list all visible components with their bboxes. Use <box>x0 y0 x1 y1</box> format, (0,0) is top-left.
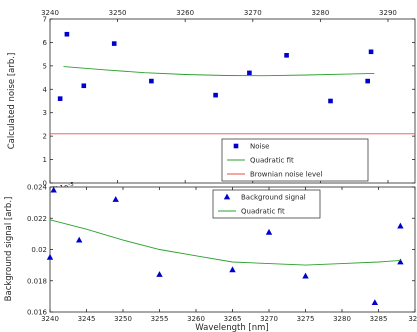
background-y-axis-label: Background signal [arb.] <box>4 197 14 302</box>
noise-y-tick-label: 7 <box>43 16 47 24</box>
noise-panel: 0 1 2 3 4 5 6 7 3240 3250 3260 3270 3280 3290 Calcul… <box>7 9 416 192</box>
noise-data-point <box>247 70 252 76</box>
background-data-point <box>156 271 163 277</box>
noise-data-point <box>284 53 289 58</box>
noise-y-axis-label: Calculated noise [arb.] <box>7 53 17 150</box>
noise-legend-symbol <box>233 143 239 149</box>
noise-data-point <box>111 41 117 46</box>
background-x-tick-label: 3240 <box>41 315 59 323</box>
background-data-point <box>229 266 236 273</box>
background-legend-symbol <box>223 193 231 200</box>
background-x-tick-label: 3285 <box>370 315 388 323</box>
noise-y-tick-label: 6 <box>43 39 48 47</box>
noise-data-point <box>328 98 333 104</box>
background-series <box>46 186 404 306</box>
background-data-point <box>50 186 57 193</box>
noise-legend-label: Quadratic fit <box>250 157 294 165</box>
background-x-tick-label: 3275 <box>297 315 315 323</box>
noise-x-tick-label: 3270 <box>244 9 262 17</box>
background-y-tick-label: 0.016 <box>27 309 48 317</box>
noise-data-point <box>57 96 63 101</box>
background-y-tick-label: 0.022 <box>27 215 47 223</box>
noise-data-point <box>365 78 370 84</box>
background-data-point <box>112 196 119 202</box>
background-legend-label: Background signal <box>241 194 306 202</box>
noise-y-tick-label: 2 <box>43 133 47 141</box>
background-legend-box <box>212 189 321 219</box>
noise-data-point <box>64 31 70 37</box>
background-panel: 0.016 0.018 0.02 0.022 0.024 3240 3245 3250 325… <box>4 184 417 332</box>
background-x-tick-label: 3250 <box>114 315 132 323</box>
noise-legend-label: Noise <box>250 143 269 151</box>
background-x-tick-label: 3280 <box>333 315 351 323</box>
background-x-tick-label: 3245 <box>78 315 96 323</box>
background-x-tick-label: 329 <box>408 315 417 323</box>
background-legend-label: Quadratic fit <box>241 208 285 216</box>
noise-x-tick-label: 3250 <box>109 9 127 17</box>
background-x-ticks: 3240 3245 3250 3255 3260 3265 3270 3275 3280 3285… <box>41 187 417 323</box>
noise-x-tick-label: 3240 <box>41 9 59 17</box>
background-data-point <box>397 222 404 229</box>
noise-data-point <box>368 49 374 55</box>
background-series-line-1 <box>49 219 401 266</box>
background-x-tick-label: 3265 <box>224 315 242 323</box>
noise-data-point <box>149 78 154 84</box>
noise-y-tick-label: 5 <box>43 62 47 70</box>
background-data-point <box>76 236 83 243</box>
noise-x-ticks: 3240 3250 3260 3270 3280 3290 <box>41 9 397 183</box>
background-y-tick-label: 0.02 <box>31 246 47 254</box>
background-data-point <box>397 258 404 265</box>
noise-scale-exponent-power: -5 <box>68 182 74 188</box>
noise-y-tick-label: 1 <box>43 156 47 164</box>
background-data-point <box>302 272 309 279</box>
noise-legend-box <box>221 138 369 182</box>
background-x-tick-label: 3270 <box>260 315 278 323</box>
background-data-point <box>46 253 54 260</box>
noise-series-line-1 <box>63 66 375 77</box>
noise-y-tick-label: 4 <box>43 86 48 94</box>
noise-legend-label: Brownian noise level <box>250 171 322 179</box>
noise-series <box>50 31 415 135</box>
noise-data-point <box>213 92 218 98</box>
noise-x-tick-label: 3280 <box>311 9 329 17</box>
background-x-tick-label: 3260 <box>187 315 205 323</box>
background-legend: Background signal Quadratic fit <box>212 189 321 219</box>
background-y-ticks: 0.016 0.018 0.02 0.022 0.024 <box>27 184 415 317</box>
noise-x-tick-label: 3260 <box>176 9 194 17</box>
noise-x-tick-label: 3290 <box>379 9 397 17</box>
background-y-tick-label: 0.018 <box>27 277 47 285</box>
background-x-tick-label: 3255 <box>151 315 169 323</box>
background-x-axis-label: Wavelength [nm] <box>195 323 268 332</box>
background-y-tick-label: 0.024 <box>27 184 48 192</box>
noise-y-ticks: 0 1 2 3 4 5 6 7 <box>43 16 415 188</box>
background-data-point <box>265 228 273 235</box>
background-data-point <box>371 299 379 306</box>
noise-y-tick-label: 3 <box>43 109 47 117</box>
noise-data-point <box>81 83 87 89</box>
noise-legend: Noise Quadratic fit Brownian noise level <box>221 138 369 182</box>
noise-y-tick-label: 0 <box>43 180 47 188</box>
